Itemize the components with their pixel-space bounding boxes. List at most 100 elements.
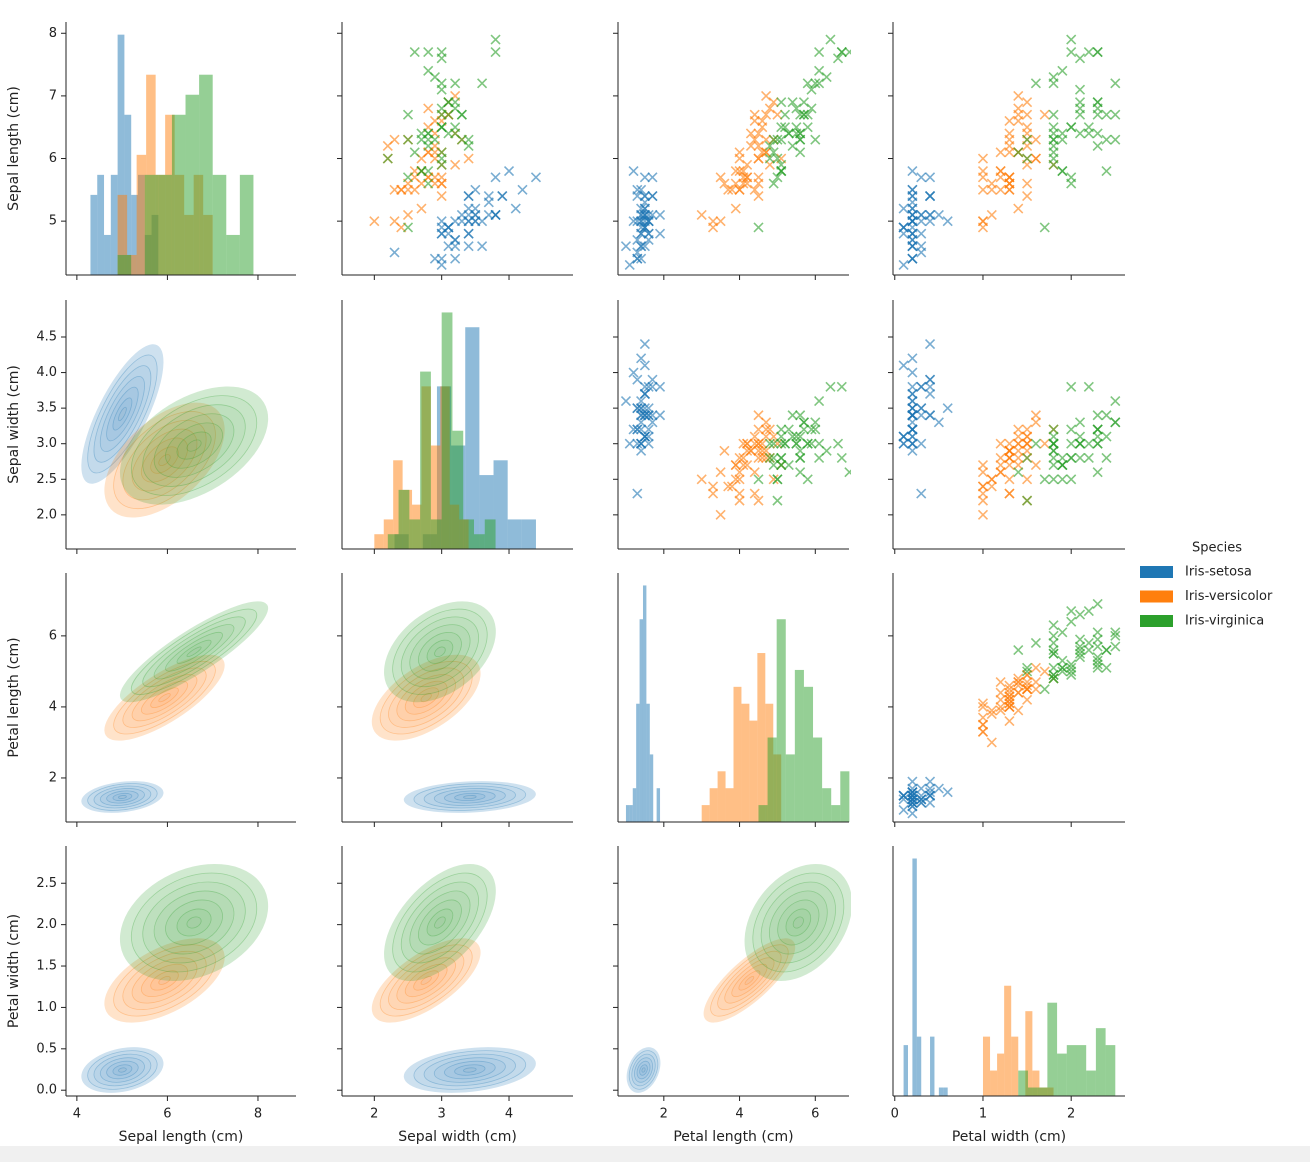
kde-contour (463, 795, 477, 799)
scatter-point (814, 395, 825, 407)
scatter-point (1057, 65, 1068, 76)
kde-contour (119, 863, 269, 982)
kde-contour (131, 428, 198, 492)
scatter-point (707, 216, 719, 227)
scatter-point (1013, 452, 1024, 464)
x-tick-label: 2 (660, 1107, 668, 1122)
scatter-point (916, 247, 927, 258)
hist-bar (1095, 1028, 1106, 1096)
scatter-point (483, 197, 494, 208)
scatter-point (1039, 222, 1050, 233)
scatter-point (825, 34, 836, 45)
kde-contour (118, 795, 127, 799)
kde-contour (87, 1050, 158, 1090)
scatter-point (898, 431, 909, 442)
scatter-point (639, 197, 650, 208)
kde-contour (113, 944, 216, 1017)
kde-contour (392, 872, 488, 973)
scatter-point (436, 78, 447, 89)
scatter-point (1066, 474, 1077, 485)
hist-bar (930, 1036, 935, 1096)
scatter-point (1013, 115, 1024, 127)
scatter-point (1066, 122, 1077, 133)
scatter-point (977, 712, 989, 723)
scatter-point (1066, 616, 1077, 627)
kde-contour (81, 344, 164, 484)
scatter-point (1022, 97, 1033, 108)
scatter-point (986, 184, 997, 195)
scatter-point (632, 234, 643, 245)
scatter-point (1057, 459, 1068, 471)
scatter-point (907, 184, 918, 195)
kde-contour (413, 1050, 527, 1090)
scatter-point (1057, 666, 1068, 677)
hist-bar (733, 686, 742, 822)
scatter-point (757, 438, 768, 449)
scatter-point (795, 109, 806, 120)
scatter-point (1022, 680, 1033, 691)
scatter-point (654, 228, 666, 239)
scatter-point (402, 222, 414, 233)
scatter-point (1101, 165, 1112, 177)
y-tick-label: 6 (49, 628, 57, 643)
hist-bar (212, 174, 227, 275)
scatter-point (761, 109, 772, 120)
scatter-point (806, 438, 817, 449)
kde-contour (418, 631, 462, 672)
y-tick-label: 1.5 (36, 959, 57, 974)
scatter-point (814, 452, 825, 464)
kde-contour (413, 687, 440, 708)
hist-bar (465, 327, 480, 549)
scatter-point (745, 140, 756, 152)
hist-bar (158, 174, 172, 275)
scatter-point (1057, 627, 1068, 638)
y-tick-label: 4 (49, 699, 57, 714)
scatter-point (749, 488, 760, 499)
legend-swatch (1140, 590, 1173, 603)
scatter-point (776, 134, 787, 145)
scatter-point (907, 241, 918, 252)
kde-contour (131, 674, 198, 722)
kde-contour (413, 783, 527, 811)
scatter-point (632, 184, 643, 195)
scatter-point (1048, 438, 1059, 449)
scatter-point (1066, 605, 1077, 617)
scatter-point (1057, 474, 1068, 485)
scatter-point (742, 159, 753, 170)
scatter-point (832, 53, 844, 64)
scatter-point (1022, 662, 1033, 673)
kde-contour (413, 970, 440, 991)
hist-bar (398, 489, 410, 549)
scatter-point (907, 388, 918, 399)
scatter-point (745, 128, 756, 139)
kde-contour (785, 908, 812, 937)
scatter-point (1022, 178, 1033, 189)
scatter-point (753, 410, 764, 421)
scatter-point (436, 159, 447, 170)
kde-contour (158, 693, 171, 703)
panel (898, 34, 1121, 271)
scatter-point (791, 431, 802, 442)
scatter-point (497, 191, 508, 202)
scatter-point (1004, 474, 1015, 485)
kde-contour (81, 1047, 164, 1093)
kde-contour (165, 631, 223, 672)
legend-swatch (1140, 615, 1173, 627)
scatter-point (1022, 474, 1033, 485)
scatter-point (734, 495, 745, 506)
panel (626, 863, 851, 1093)
scatter-point (1022, 452, 1033, 464)
kde-contour (628, 1050, 659, 1090)
scatter-point (753, 128, 764, 139)
scatter-point (734, 165, 745, 177)
kde-contour (112, 792, 133, 802)
scatter-point (1074, 641, 1086, 652)
scatter-point (995, 467, 1006, 478)
scatter-point (1039, 438, 1050, 449)
scatter-point (995, 172, 1006, 183)
kde-contour (106, 386, 139, 442)
x-tick-label: 1 (979, 1107, 987, 1122)
kde-contour (131, 957, 198, 1004)
scatter-point (749, 184, 760, 195)
kde-contour (434, 646, 446, 658)
